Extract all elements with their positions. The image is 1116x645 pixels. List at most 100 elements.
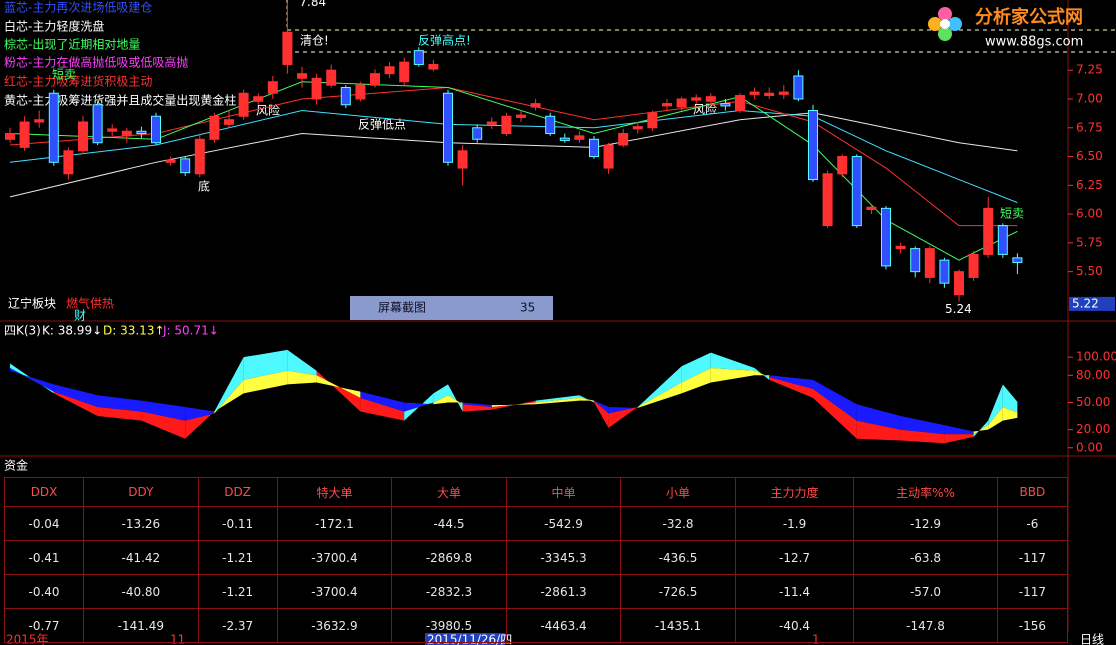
table-cell: -0.11 <box>197 506 278 541</box>
candle-body <box>866 206 877 210</box>
candle-body <box>968 253 979 278</box>
table-cell: 特大单 <box>276 477 393 507</box>
kdj-band <box>637 366 682 407</box>
candle-body <box>954 271 964 296</box>
candle-body <box>851 156 862 227</box>
kdj-band <box>448 384 463 412</box>
kdj-band <box>594 400 609 428</box>
candle-body <box>136 130 147 135</box>
kdj-band <box>53 384 98 407</box>
candle-body <box>413 50 424 65</box>
candle-body <box>735 95 745 112</box>
table-cell: -172.1 <box>276 506 393 541</box>
sector: 财 <box>74 309 86 323</box>
table-cell: -1.21 <box>197 574 278 609</box>
kdj-band <box>856 420 901 441</box>
candle-body <box>297 73 307 79</box>
kdj-band <box>535 395 580 403</box>
table-cell: -0.40 <box>3 574 85 609</box>
kdj-band <box>769 375 813 389</box>
table-cell: -44.5 <box>391 506 507 541</box>
candle-body <box>384 66 395 75</box>
logo-petal <box>938 27 952 41</box>
kdj-band <box>97 395 142 412</box>
moving-average <box>9 112 1018 198</box>
candle-body <box>326 69 337 86</box>
kdj-band <box>53 391 98 417</box>
candle-body <box>19 121 30 148</box>
kdj-band <box>214 379 244 414</box>
kdj-band <box>681 368 711 394</box>
table-cell: -156 <box>996 608 1069 643</box>
kdj-band <box>448 395 463 405</box>
kdj-band <box>637 382 682 408</box>
candle-body <box>457 150 468 169</box>
candle-body <box>355 84 366 100</box>
candle-body <box>253 96 264 102</box>
annotation: 反弹低点 <box>358 118 406 132</box>
candle-body <box>5 133 15 140</box>
annotation: 风险 <box>256 103 280 118</box>
kdj-band <box>900 429 945 444</box>
candle-body <box>311 77 322 100</box>
candle-body <box>589 138 599 158</box>
table-cell: -3700.4 <box>276 540 393 575</box>
kdj-band <box>243 370 288 394</box>
candle-body <box>48 92 59 163</box>
kdj-band <box>710 352 755 371</box>
candle-body <box>209 115 220 140</box>
y-tick-label: 7.25 <box>1076 63 1103 77</box>
kdj-band <box>404 393 434 421</box>
table-label: 资金 <box>4 458 28 473</box>
legend-line: 白芯-主力轻度洗盘 <box>4 19 104 34</box>
table-cell: -0.41 <box>3 540 85 575</box>
table-cell: -11.4 <box>734 574 855 609</box>
moving-average <box>9 109 1018 204</box>
candle-body <box>1012 257 1023 263</box>
table-cell: -141.49 <box>83 608 199 643</box>
kdj-band <box>900 416 945 435</box>
fund-table: DDX DDY DDZ 特大单 大单 中单 小单 主力力度 主动率%% BBD -0.04 -13.2… <box>3 477 1069 643</box>
kdj-band <box>462 404 492 412</box>
table-cell: -57.0 <box>853 574 998 609</box>
candle-body <box>881 207 891 267</box>
annotation: 短卖 <box>1000 207 1024 221</box>
table-cell: BBD <box>996 477 1069 507</box>
table-row: -0.04 -13.26 -0.11 -172.1 -44.5 -542.9 -32.8 -1… <box>3 506 1069 541</box>
kdj-band <box>10 368 54 392</box>
candle-body <box>92 104 103 144</box>
candle-body <box>486 121 497 125</box>
sector: 燃气供热 <box>66 296 114 311</box>
table-row: -0.77 -141.49 -2.37 -3632.9 -3980.5 -4463.4 -1… <box>3 608 1069 643</box>
logo-name: 分析家公式网 <box>975 6 1083 28</box>
table-cell: -147.8 <box>853 608 998 643</box>
kdj-band <box>594 400 609 414</box>
kdj-band <box>754 368 770 380</box>
legend-line: 棕芯-出现了近期相对地量 <box>4 37 140 52</box>
table-cell: -12.7 <box>734 540 855 575</box>
candle-body <box>559 137 570 141</box>
candle-body <box>194 138 205 175</box>
moving-average <box>9 81 1018 261</box>
annotation: 反弹高点! <box>418 33 471 48</box>
kdj-band <box>433 384 448 403</box>
y-tick-label: 7.00 <box>1076 91 1103 105</box>
table-cell: -436.5 <box>620 540 736 575</box>
table-cell: -2832.3 <box>391 574 507 609</box>
kdj-band <box>316 370 361 412</box>
kdj-band <box>433 395 448 405</box>
y-tick-label: 6.25 <box>1076 178 1103 192</box>
kdj-band <box>608 406 638 428</box>
kdj-band <box>988 406 1003 430</box>
low-label: 5.24 <box>945 302 972 316</box>
table-cell: -726.5 <box>620 574 736 609</box>
table-cell: -542.9 <box>505 506 622 541</box>
footer-period[interactable]: 日线 <box>1080 633 1104 645</box>
candle-body <box>501 115 512 135</box>
table-cell: DDY <box>83 477 199 507</box>
logo-petal <box>928 17 942 31</box>
candle-body <box>63 150 74 175</box>
kdj-band <box>462 402 492 407</box>
y-tick-label: 50.00 <box>1076 395 1110 409</box>
